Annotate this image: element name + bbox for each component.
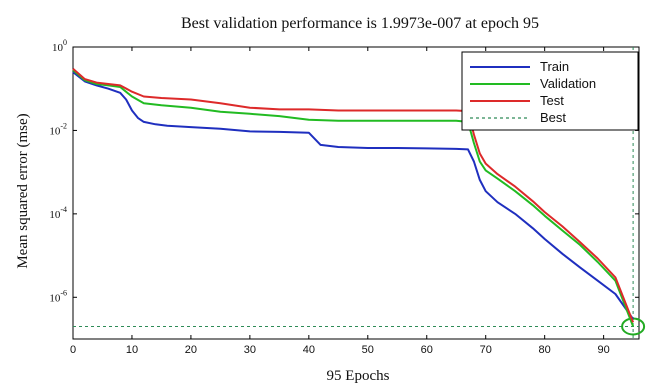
x-tick-label: 40: [303, 344, 315, 356]
x-axis-ticks: 0 10 20 30 40 50 60 70 80 90: [70, 47, 610, 356]
x-tick-label: 50: [362, 344, 374, 356]
x-axis-label: 95 Epochs: [327, 368, 390, 384]
legend-label-train: Train: [540, 59, 569, 74]
legend-label-best: Best: [540, 110, 566, 125]
x-tick-label: 10: [126, 344, 138, 356]
legend-box: [461, 51, 639, 131]
x-tick-label: 60: [421, 344, 433, 356]
legend: Train Validation Test Best: [461, 51, 639, 131]
x-tick-label: 70: [480, 344, 492, 356]
series-lines: [72, 68, 635, 327]
x-tick-label: 30: [244, 344, 256, 356]
y-tick-label: 10-2: [49, 121, 67, 137]
series-line-train: [72, 71, 634, 320]
legend-label-test: Test: [540, 93, 564, 108]
y-axis-ticks: 100 10-2 10-4 10-6: [49, 38, 639, 304]
x-tick-label: 80: [539, 344, 551, 356]
series-line-test: [72, 68, 635, 323]
chart-title: Best validation performance is 1.9973e-0…: [181, 15, 539, 32]
series-line-validation: [72, 69, 635, 327]
y-tick-label: 100: [52, 38, 67, 54]
x-tick-label: 0: [70, 344, 76, 356]
y-tick-label: 10-6: [49, 288, 67, 304]
x-tick-label: 90: [598, 344, 610, 356]
y-axis-label: Mean squared error (mse): [15, 113, 31, 268]
x-tick-label: 20: [185, 344, 197, 356]
legend-label-validation: Validation: [540, 76, 596, 91]
y-tick-label: 10-4: [49, 205, 67, 221]
